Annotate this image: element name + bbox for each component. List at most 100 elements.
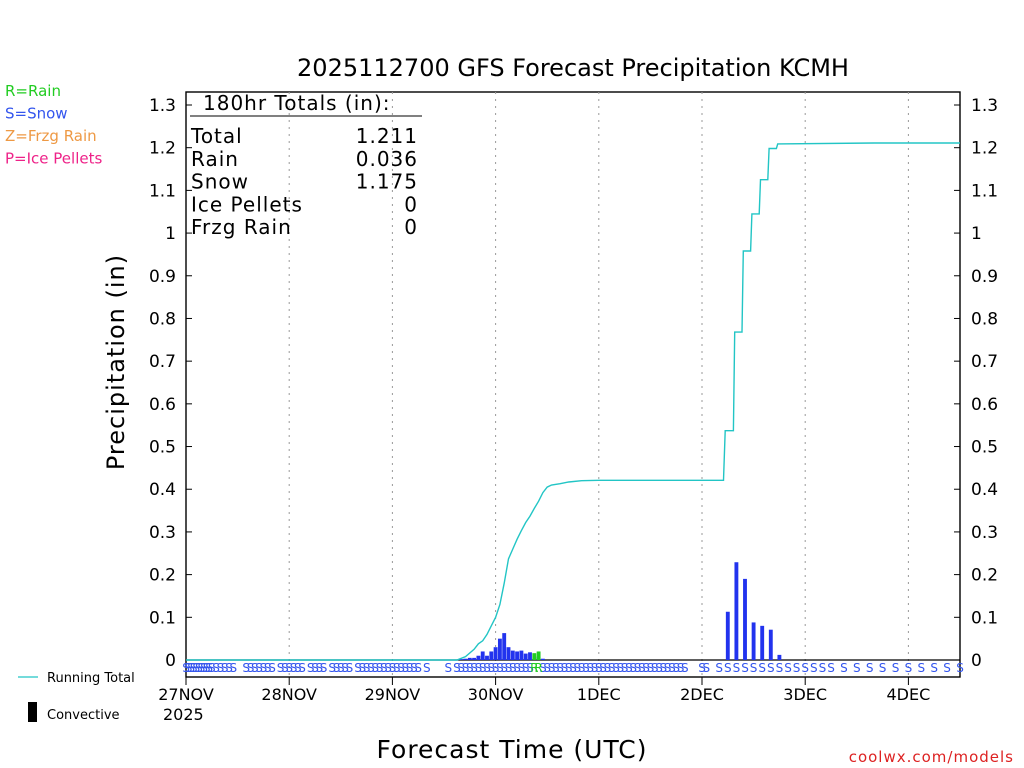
ptype-letter-snow: S — [483, 661, 491, 675]
y-tick-label-right: 0.1 — [971, 608, 998, 628]
ptype-letter-snow: S — [539, 661, 547, 675]
x-axis: 27NOV 28NOV 29NOV 30NOV 1DEC 2DEC 3DEC 4DEC — [158, 677, 930, 704]
running-total-legend: Running Total — [18, 671, 135, 686]
ptype-letter-snow: S — [298, 661, 306, 675]
ptype-letter-snow: S — [457, 661, 465, 675]
ptype-letter-snow: S — [827, 661, 835, 675]
ptype-letter-snow: S — [943, 661, 951, 675]
ptype-letter-snow: S — [475, 661, 483, 675]
ptype-letter-snow: S — [444, 661, 452, 675]
legend-item-0: R=Rain — [5, 82, 61, 100]
ptype-letter-snow: S — [573, 661, 581, 675]
ptype-letter-snow: S — [410, 661, 418, 675]
y-tick-label-left: 0.7 — [149, 352, 176, 372]
totals-box: 180hr Totals (in): Total 1.211 Rain 0.036 Sn… — [190, 91, 422, 239]
ptype-letter-snow: S — [733, 661, 741, 675]
y-tick-label-left: 0.9 — [149, 267, 176, 287]
totals-label: Snow — [191, 170, 249, 194]
ptype-letter-snow: S — [556, 661, 564, 675]
totals-label: Total — [190, 124, 243, 148]
ptype-letter-snow: S — [681, 661, 689, 675]
ptype-letter-snow: S — [193, 661, 201, 675]
y-tick-label-right: 0.5 — [971, 438, 998, 458]
x-tick-label: 4DEC — [887, 685, 931, 704]
y-tick-label-left: 0.6 — [149, 395, 176, 415]
y-tick-label-left: 0.8 — [149, 309, 176, 329]
ptype-letter-snow: S — [634, 661, 642, 675]
ptype-letter-rain: R — [534, 661, 542, 675]
ptype-letter-snow: S — [185, 661, 193, 675]
y-tick-label-right: 0.4 — [971, 480, 998, 500]
ptype-letter-snow: S — [604, 661, 612, 675]
ptype-letter-snow: S — [591, 661, 599, 675]
ptype-letter-snow: S — [255, 661, 263, 675]
ptype-letter-snow: S — [205, 661, 213, 675]
ptype-letter-snow: S — [647, 661, 655, 675]
ptype-letter-snow: S — [358, 661, 366, 675]
ptype-letter-snow: S — [513, 661, 521, 675]
y-tick-label-right: 0.7 — [971, 352, 998, 372]
y-tick-label-left: 0.2 — [149, 566, 176, 586]
ptype-letter-snow: S — [376, 661, 384, 675]
ptype-letter-rain: R — [530, 661, 538, 675]
ptype-letter-snow: S — [668, 661, 676, 675]
ptype-letter-snow: S — [328, 661, 336, 675]
ptype-letter-snow: S — [187, 661, 195, 675]
precip-bar — [536, 651, 541, 660]
ptype-letter-snow: S — [651, 661, 659, 675]
ptype-letter-snow: S — [840, 661, 848, 675]
x-tick-label: 28NOV — [261, 685, 317, 704]
precip-bar — [743, 578, 747, 660]
y-axis-label: Precipitation (in) — [102, 254, 130, 470]
ptype-letter-snow: S — [217, 661, 225, 675]
ptype-letter-snow: S — [212, 661, 220, 675]
ptype-letter-snow: S — [509, 661, 517, 675]
y-tick-label-right: 1 — [971, 224, 982, 244]
ptype-letter-snow: S — [642, 661, 650, 675]
precip-bar — [459, 659, 464, 660]
legend-item-1: S=Snow — [5, 105, 68, 123]
ptype-letter-snow: S — [758, 661, 766, 675]
ptype-letter-snow: S — [346, 661, 354, 675]
ptype-letter-snow: S — [801, 661, 809, 675]
ptype-letter-snow: S — [371, 661, 379, 675]
legend-item-2: Z=Frzg Rain — [5, 127, 97, 145]
convective-legend-swatch — [28, 702, 37, 722]
ptype-letter-snow: S — [612, 661, 620, 675]
ptype-letter-snow: S — [285, 661, 293, 675]
ptype-letter-snow: S — [397, 661, 405, 675]
ptype-letter-snow: S — [389, 661, 397, 675]
precip-bar — [523, 653, 528, 660]
ptype-letter-snow: S — [251, 661, 259, 675]
precip-bar — [515, 651, 520, 660]
ptype-letter-snow: S — [384, 661, 392, 675]
totals-label: Frzg Rain — [191, 215, 292, 239]
y-tick-label-left: 0.1 — [149, 608, 176, 628]
ptype-letter-snow: S — [767, 661, 775, 675]
ptype-letter-snow: S — [367, 661, 375, 675]
ptype-letter-snow: S — [337, 661, 345, 675]
ptype-letter-snow: S — [608, 661, 616, 675]
ptype-letter-snow: S — [638, 661, 646, 675]
totals-label: Ice Pellets — [191, 192, 303, 216]
ptype-letter-snow: S — [715, 661, 723, 675]
y-tick-label-right: 0.3 — [971, 523, 998, 543]
x-tick-label: 2DEC — [680, 685, 724, 704]
totals-header: 180hr Totals (in): — [203, 91, 391, 115]
year-label: 2025 — [163, 705, 204, 724]
footer-credit: coolwx.com/models — [849, 748, 1014, 766]
y-tick-label-left: 1.1 — [149, 181, 176, 201]
ptype-letter-snow: S — [522, 661, 530, 675]
ptype-letter-snow: S — [543, 661, 551, 675]
ptype-letter-snow: S — [917, 661, 925, 675]
ptype-letter-snow: S — [406, 661, 414, 675]
ptype-letter-snow: S — [500, 661, 508, 675]
ptype-letter-snow: S — [702, 661, 710, 675]
ptype-letter-snow: S — [810, 661, 818, 675]
ptype-letter-snow: S — [470, 661, 478, 675]
ptype-letter-snow: S — [247, 661, 255, 675]
precip-bar — [476, 655, 481, 660]
ptype-letter-snow: S — [582, 661, 590, 675]
